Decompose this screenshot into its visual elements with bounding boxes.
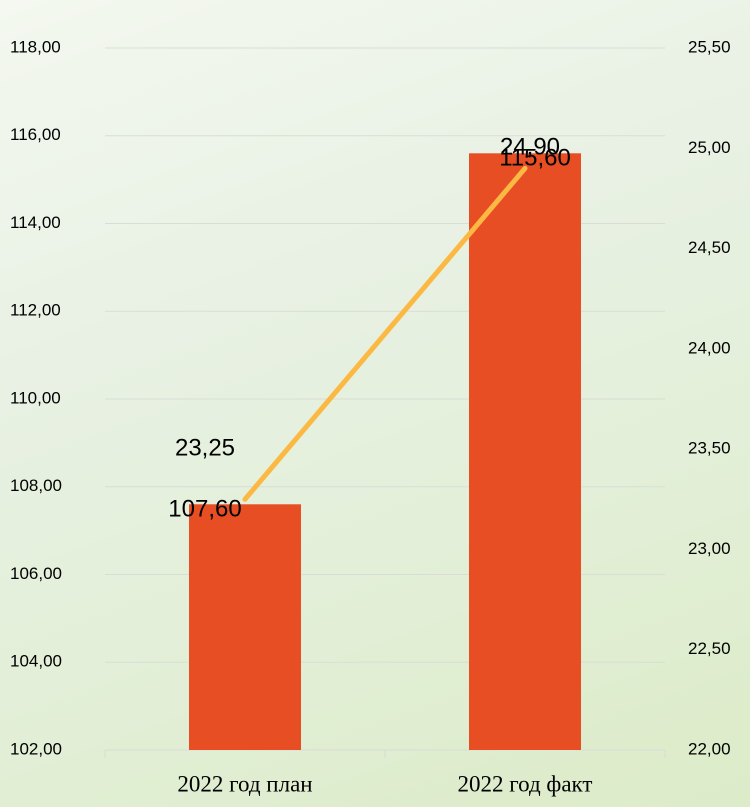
y2-tick-label: 24,00 [688,338,731,357]
bar [189,504,301,750]
y2-tick-label: 25,00 [688,138,731,157]
x-tick-label: 2022 год план [177,771,312,796]
y2-tick-label: 23,50 [688,439,731,458]
y2-tick-label: 24,50 [688,238,731,257]
y2-tick-label: 22,00 [688,739,731,758]
y-tick-label: 116,00 [10,125,61,144]
y-tick-label: 108,00 [10,476,62,495]
y-tick-label: 104,00 [10,652,62,671]
y-tick-label: 102,00 [10,739,62,758]
y-tick-label: 114,00 [10,213,61,232]
data-label: 24,90 [500,134,560,161]
y-tick-label: 110,00 [10,388,61,407]
y2-tick-label: 22,50 [688,639,731,658]
y-tick-label: 118,00 [10,37,61,56]
x-tick-label: 2022 год факт [458,771,593,796]
data-label: 115,60 [499,145,571,172]
y-tick-label: 106,00 [10,564,62,583]
data-label: 23,25 [175,435,235,462]
bar [469,153,581,751]
line [242,165,528,502]
y2-tick-label: 23,00 [688,539,731,558]
y-tick-label: 112,00 [10,301,61,320]
data-label: 107,60 [168,496,241,523]
y2-tick-label: 25,50 [688,37,731,56]
